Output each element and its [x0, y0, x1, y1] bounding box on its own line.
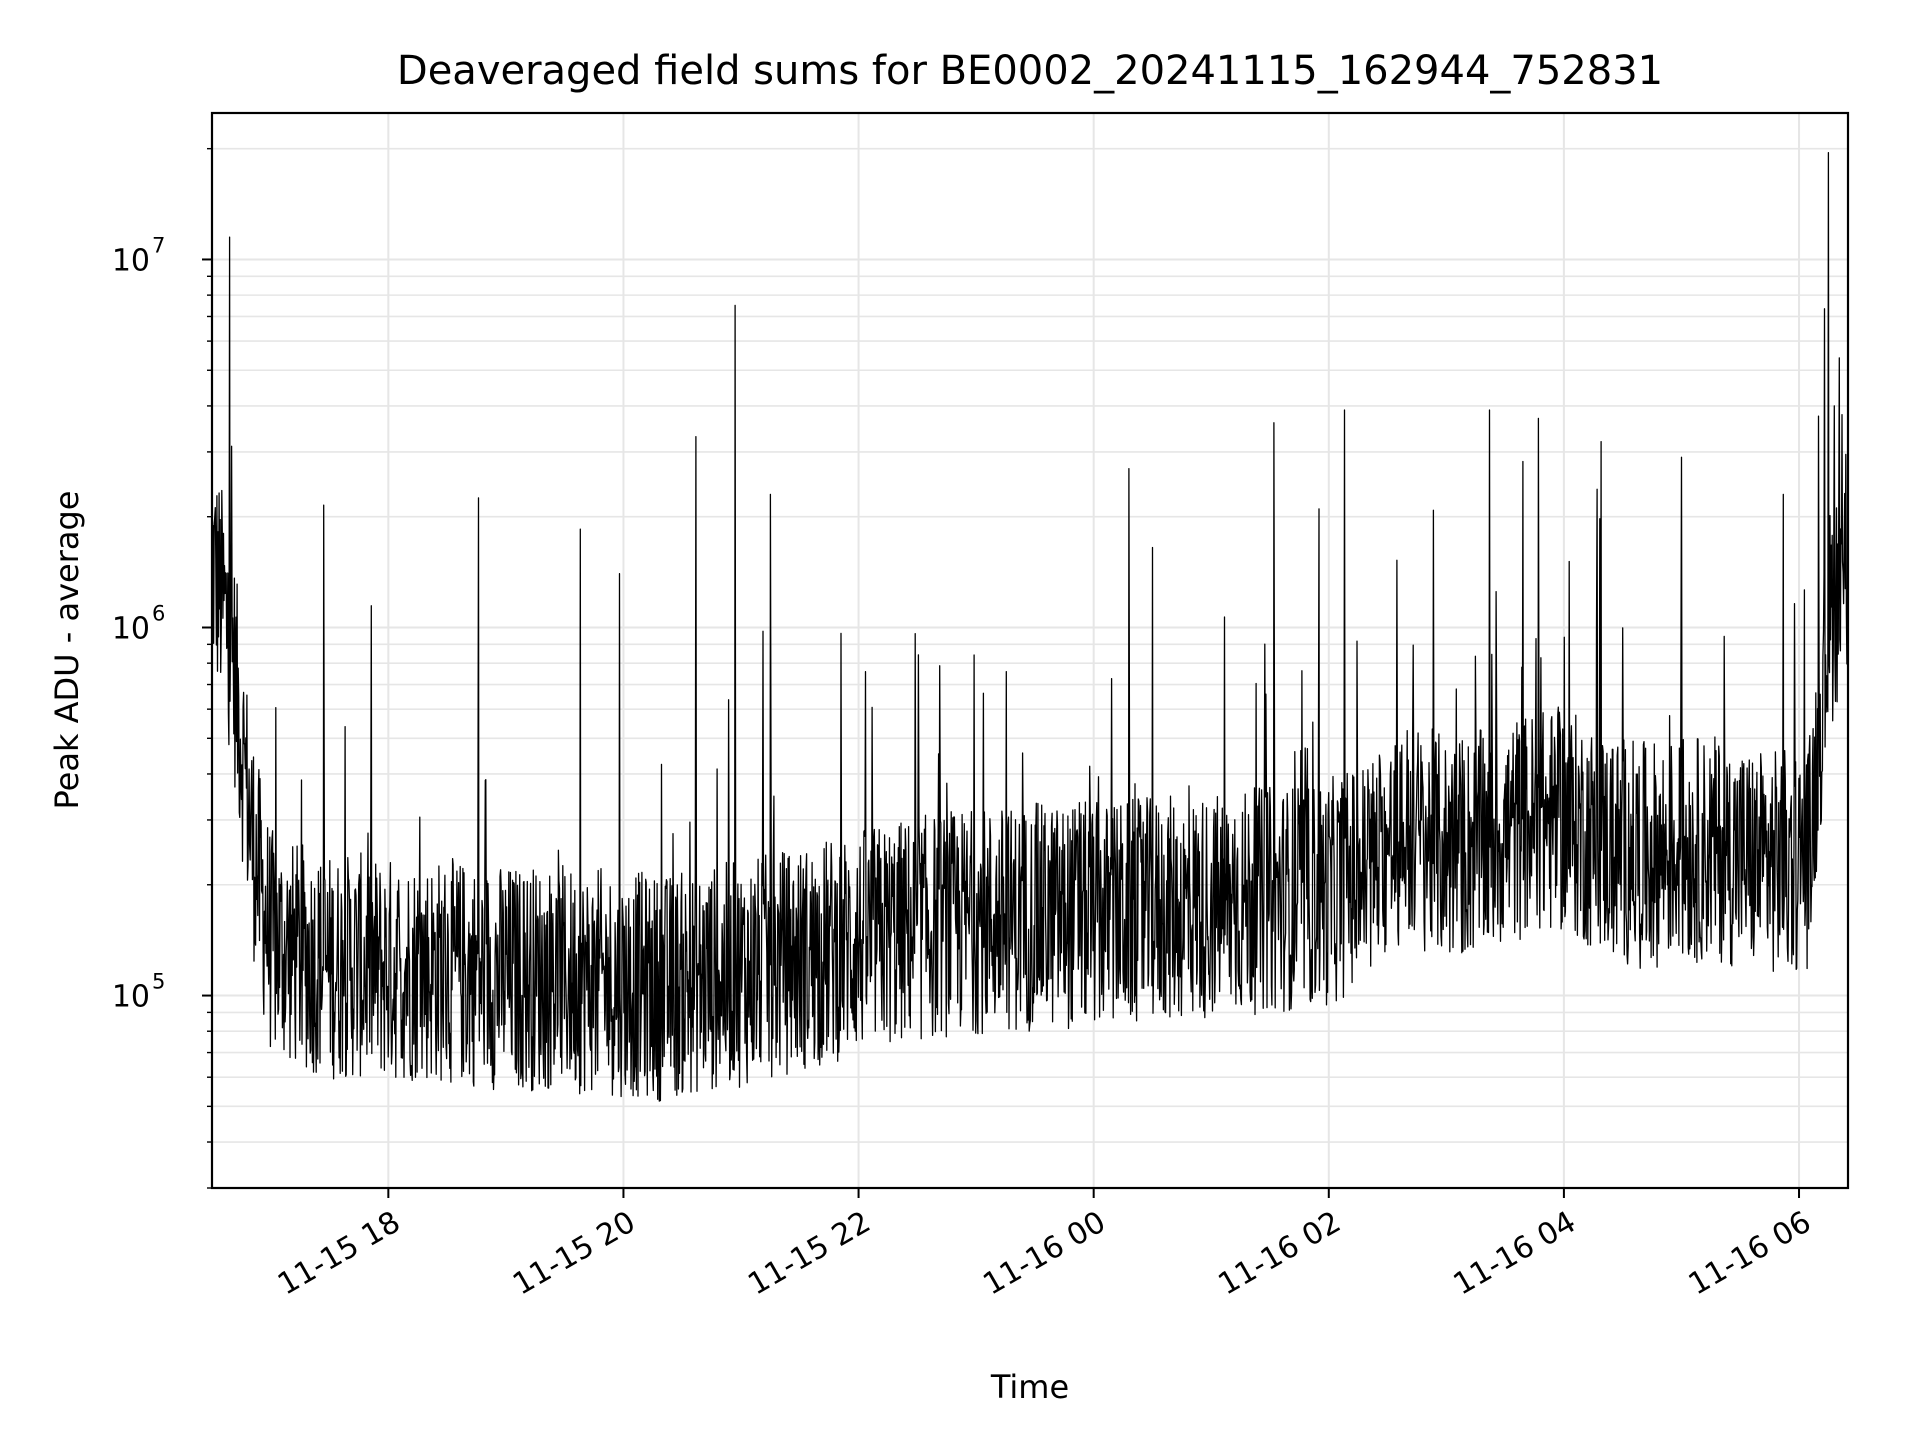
y-tick-label-exponent: 6 [152, 602, 165, 626]
series-line [211, 152, 1849, 1102]
y-axis-title: Peak ADU - average [48, 491, 86, 810]
series-line-group [211, 152, 1849, 1102]
y-tick-label: 10 [112, 612, 150, 647]
y-tick-label: 10 [112, 243, 150, 278]
y-tick-label-exponent: 5 [152, 970, 165, 994]
x-axis-title: Time [990, 1368, 1069, 1406]
chart-title: Deaveraged field sums for BE0002_2024111… [397, 48, 1663, 94]
y-tick-label-exponent: 7 [152, 233, 165, 257]
plot-frame [210, 111, 1850, 1190]
y-tick-label: 10 [112, 980, 150, 1015]
